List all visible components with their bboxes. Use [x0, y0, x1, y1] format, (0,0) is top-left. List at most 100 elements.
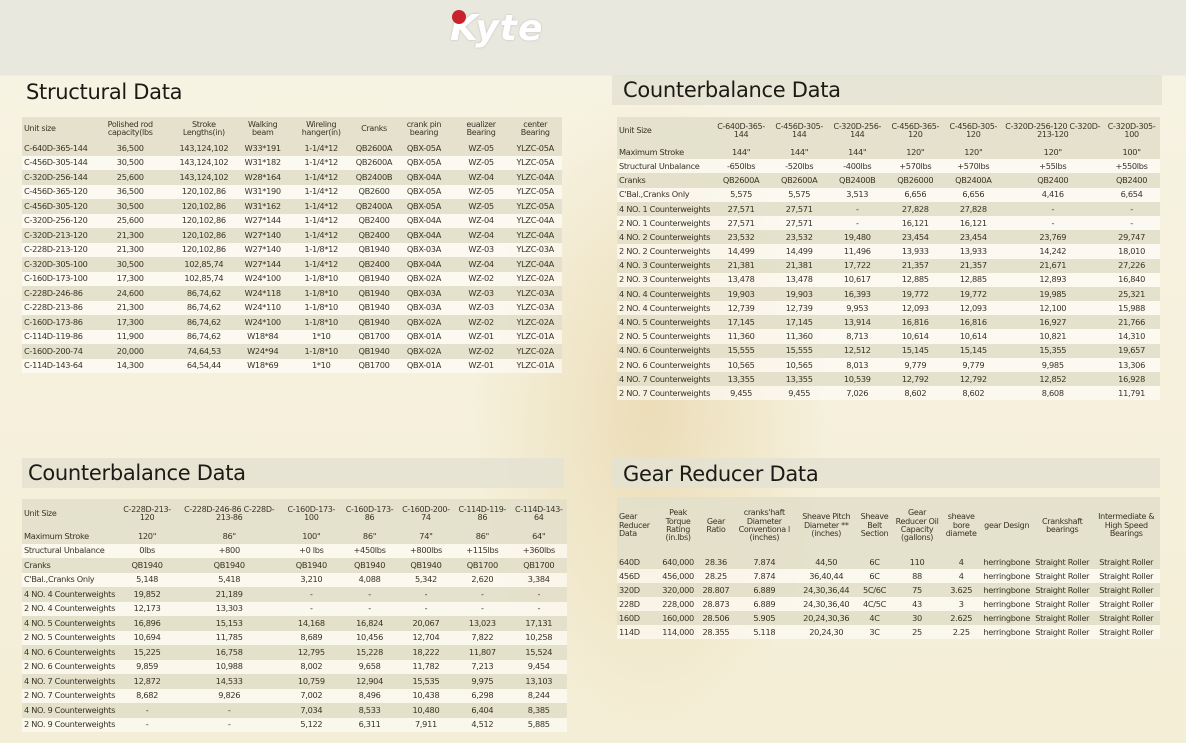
table-row: C-456D-365-120 36,500 120,102,86 W31*190 1-1…: [22, 184, 562, 199]
row-label: 228D: [619, 598, 640, 609]
table-cell: W24*100: [244, 273, 281, 284]
table-row: C'Bal.,Cranks Only 5,575 5,575 3,513 6,656 6,…: [617, 187, 1160, 202]
table-cell: QB1940: [358, 273, 390, 284]
table-cell: QBX-02A: [406, 345, 442, 356]
table-cell: 18,010: [1118, 246, 1146, 257]
table-cell: 120": [1043, 146, 1063, 157]
table-cell: 21,381: [727, 260, 755, 271]
column-header: Unit size: [24, 123, 56, 133]
table-cell: YLZC-02A: [516, 345, 554, 356]
row-label: 2 NO. 5 Counterweights: [24, 632, 116, 643]
table-cell: 13,306: [1118, 359, 1146, 370]
table-cell: 74,64,53: [186, 345, 221, 356]
table-cell: herringbone: [983, 570, 1031, 581]
table-cell: QBX-04A: [406, 215, 442, 226]
table-cell: +550lbs: [1115, 160, 1148, 171]
table-cell: 28.25: [704, 570, 727, 581]
table-cell: 8,244: [527, 690, 550, 701]
row-label: 4 NO. 5 Counterweights: [24, 617, 116, 628]
structural-title: Structural Data: [26, 80, 183, 104]
header-row: Unit Size C-228D-213-120 C-228D-246-86 C-2…: [22, 499, 567, 529]
table-cell: 25: [912, 626, 922, 637]
table-cell: 8,689: [300, 632, 323, 643]
table-cell: 640,000: [662, 556, 694, 567]
table-cell: 14,499: [727, 246, 755, 257]
table-cell: QB26000: [897, 175, 934, 186]
table-cell: 12,704: [412, 632, 440, 643]
table-cell: 28.506: [702, 612, 730, 623]
table-cell: Straight Roller: [1035, 556, 1090, 567]
table-cell: 7,911: [414, 719, 437, 730]
table-cell: 11,785: [215, 632, 243, 643]
table-cell: W18*84: [247, 331, 279, 342]
table-cell: 19,772: [901, 288, 929, 299]
table-cell: 144": [732, 146, 751, 157]
table-cell: 12,093: [901, 302, 929, 313]
table-cell: 10,614: [959, 331, 987, 342]
column-header: eualizer Bearing: [466, 119, 496, 137]
table-cell: 5,885: [527, 719, 550, 730]
row-label: C-456D-305-120: [24, 200, 88, 211]
column-header: C-456D-365-120: [891, 121, 940, 139]
table-cell: 1-1/8*10: [304, 345, 338, 356]
table-row: 2 NO. 1 Counterweights 27,571 27,571 - 16,12…: [617, 215, 1160, 231]
table-cell: 16,121: [959, 217, 987, 228]
table-cell: 5.118: [753, 626, 776, 637]
counterbalance-bottom-title: Counterbalance Data: [28, 461, 246, 485]
column-header: Gear Reducer Data: [619, 512, 650, 539]
table-cell: 144": [848, 146, 867, 157]
table-cell: 8,385: [527, 704, 550, 715]
table-row: C-114D-119-86 11,900 86,74,62 W18*84 1*10 QB1…: [22, 329, 562, 344]
table-cell: 43: [912, 598, 922, 609]
column-header: C-320D-256-144: [833, 121, 882, 139]
column-header: C-160D-200-74: [402, 504, 450, 522]
table-cell: 10,694: [133, 632, 161, 643]
table-cell: QBX-02A: [406, 273, 442, 284]
table-cell: 27,828: [901, 203, 929, 214]
table-cell: 5,122: [300, 719, 323, 730]
table-cell: 456,000: [662, 570, 694, 581]
table-cell: 19,852: [133, 588, 161, 599]
table-cell: 3C: [869, 626, 880, 637]
row-label: C-228D-213-86: [24, 302, 83, 313]
table-cell: 12,792: [959, 373, 987, 384]
table-cell: 11,496: [843, 246, 871, 257]
row-label: C-228D-213-120: [24, 244, 88, 255]
table-cell: 3: [958, 598, 964, 609]
table-cell: 4,512: [471, 719, 494, 730]
table-cell: 16,816: [959, 317, 987, 328]
table-cell: -: [227, 719, 231, 730]
table-cell: 44,50: [815, 556, 838, 567]
table-cell: 11,900: [116, 331, 144, 342]
table-cell: 9,779: [962, 359, 985, 370]
table-cell: 1-1/4*12: [304, 157, 338, 168]
table-cell: W31*162: [244, 200, 281, 211]
table-row: 2 NO. 4 Counterweights 12,739 12,739 9,953 1…: [617, 301, 1160, 316]
table-cell: WZ-05: [468, 157, 494, 168]
table-cell: 21,189: [215, 588, 243, 599]
row-label: 4 NO. 9 Counterweights: [24, 704, 116, 715]
table-cell: 36,500: [116, 142, 144, 153]
table-cell: 12,852: [1039, 373, 1067, 384]
table-row: C-160D-173-100 17,300 102,85,74 W24*100 1-1/…: [22, 271, 562, 286]
row-label: 2 NO. 4 Counterweights: [24, 603, 116, 614]
table-cell: YLZC-04A: [516, 171, 554, 182]
table-cell: -: [537, 603, 541, 614]
table-cell: +55lbs: [1039, 160, 1067, 171]
table-cell: YLZC-01A: [516, 331, 554, 342]
table-cell: herringbone: [983, 612, 1031, 623]
table-cell: 7,002: [300, 690, 323, 701]
table-cell: 16,121: [901, 217, 929, 228]
table-cell: WZ-01: [468, 360, 494, 371]
table-cell: -: [1051, 203, 1055, 214]
row-label: C-640D-365-144: [24, 142, 88, 153]
table-row: C-320D-213-120 21,300 120,102,86 W27*140 1-1…: [22, 228, 562, 243]
table-cell: 23,769: [1039, 231, 1067, 242]
row-label: 2 NO. 6 Counterweights: [24, 661, 116, 672]
table-cell: +450lbs: [353, 545, 386, 556]
table-cell: W31*182: [244, 157, 281, 168]
table-cell: +570lbs: [957, 160, 990, 171]
table-cell: 30,500: [116, 258, 144, 269]
table-cell: 12,093: [959, 302, 987, 313]
table-cell: 2.625: [950, 612, 973, 623]
